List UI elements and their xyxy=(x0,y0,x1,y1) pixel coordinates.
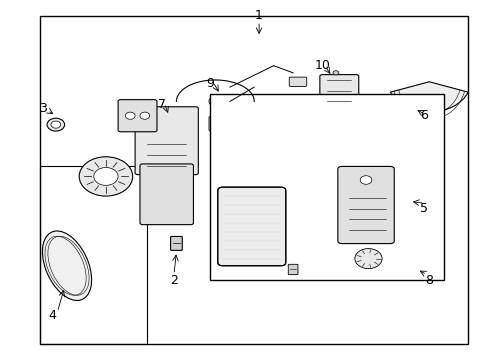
FancyBboxPatch shape xyxy=(170,237,182,250)
FancyBboxPatch shape xyxy=(217,187,285,266)
FancyBboxPatch shape xyxy=(140,164,193,225)
Text: 6: 6 xyxy=(420,109,427,122)
FancyBboxPatch shape xyxy=(135,107,198,175)
Ellipse shape xyxy=(42,231,91,301)
Circle shape xyxy=(404,262,428,280)
Text: 3: 3 xyxy=(39,102,46,115)
Bar xyxy=(210,94,443,280)
Text: 9: 9 xyxy=(206,77,214,90)
Circle shape xyxy=(208,95,226,108)
Circle shape xyxy=(47,118,64,131)
Circle shape xyxy=(51,121,61,128)
Text: 8: 8 xyxy=(425,274,432,287)
Circle shape xyxy=(360,176,371,184)
Circle shape xyxy=(354,249,381,269)
FancyBboxPatch shape xyxy=(319,75,358,121)
FancyBboxPatch shape xyxy=(426,268,440,274)
FancyBboxPatch shape xyxy=(337,166,393,244)
Circle shape xyxy=(125,112,135,119)
Circle shape xyxy=(94,167,118,185)
Text: 10: 10 xyxy=(314,59,329,72)
Bar xyxy=(40,16,467,344)
FancyBboxPatch shape xyxy=(208,116,224,131)
Circle shape xyxy=(409,266,424,276)
FancyBboxPatch shape xyxy=(118,100,157,132)
Circle shape xyxy=(79,157,132,196)
Text: 2: 2 xyxy=(170,274,178,287)
Wedge shape xyxy=(389,82,467,112)
Text: 4: 4 xyxy=(48,309,56,322)
FancyBboxPatch shape xyxy=(287,264,297,275)
Text: 7: 7 xyxy=(158,99,165,112)
Circle shape xyxy=(332,71,338,75)
FancyBboxPatch shape xyxy=(288,77,306,86)
Text: 5: 5 xyxy=(420,202,427,215)
Text: 1: 1 xyxy=(255,9,263,22)
Bar xyxy=(40,166,147,344)
Circle shape xyxy=(140,112,149,119)
FancyBboxPatch shape xyxy=(410,256,416,263)
